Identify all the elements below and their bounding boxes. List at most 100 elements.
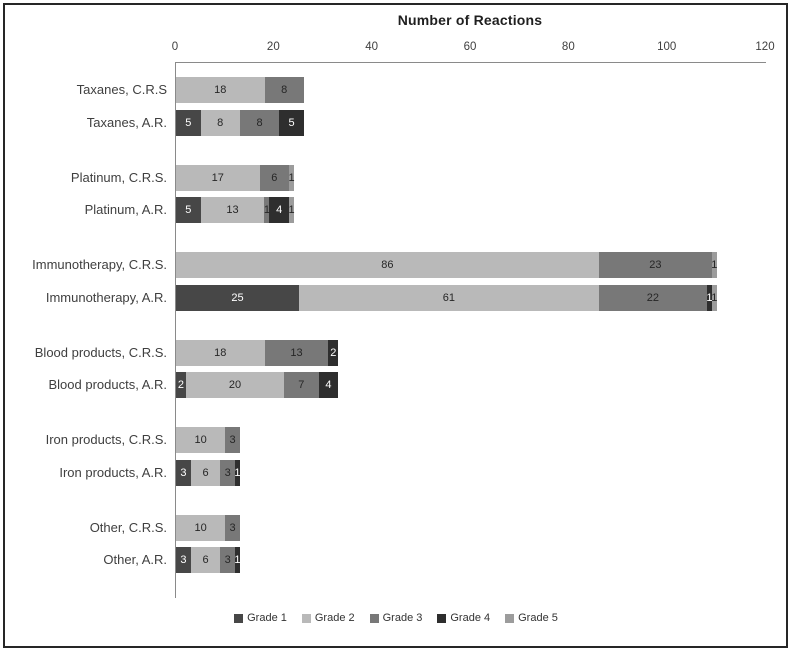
bar-segment: 23 xyxy=(598,252,712,278)
stacked-bar: 86 23 1 xyxy=(176,252,717,278)
category-label: Taxanes, A.R. xyxy=(86,114,167,130)
x-axis-tick-label: 0 xyxy=(171,41,179,53)
bar-segment: 17 xyxy=(176,164,260,191)
legend-item: Grade 3 xyxy=(369,612,423,624)
stacked-bar: 5 8 8 5 xyxy=(176,109,304,136)
stacked-bar: 18 8 xyxy=(176,77,304,103)
bar-segment: 8 xyxy=(264,77,304,103)
bar-segment: 18 xyxy=(176,339,265,366)
bar-segment: 2 xyxy=(328,339,339,366)
bar-value-label: 2 xyxy=(330,346,337,359)
legend-swatch-icon xyxy=(234,613,244,623)
stacked-bar: 18 13 2 xyxy=(176,339,339,366)
bar-segment: 10 xyxy=(176,514,226,541)
legend-label: Grade 4 xyxy=(450,612,491,624)
bar-segment: 5 xyxy=(176,109,201,136)
bar-value-label: 20 xyxy=(228,379,242,391)
bar-value-label: 4 xyxy=(325,379,332,391)
bar-value-label: 6 xyxy=(202,466,209,479)
bar-segment: 3 xyxy=(176,547,191,573)
category-label: Other, A.R. xyxy=(103,552,167,567)
bar-segment: 61 xyxy=(298,284,599,311)
bar-value-label: 5 xyxy=(185,204,192,216)
legend-label: Grade 5 xyxy=(518,612,558,624)
legend-label: Grade 1 xyxy=(247,612,287,624)
bar-value-label: 3 xyxy=(224,466,231,479)
x-axis-tick-label: 60 xyxy=(463,41,477,53)
bar-value-label: 6 xyxy=(271,171,278,184)
bar-segment: 4 xyxy=(269,197,290,223)
bar-value-label: 1 xyxy=(234,466,241,479)
bar-value-label: 61 xyxy=(442,291,455,304)
bar-segment: 86 xyxy=(176,252,599,278)
category-label: Taxanes, C.R.S xyxy=(76,82,167,97)
category-label: Blood products, C.R.S. xyxy=(34,344,167,360)
bar-value-label: 86 xyxy=(381,259,394,271)
bar-segment: 25 xyxy=(176,284,299,311)
bar-segment: 6 xyxy=(190,547,221,573)
bar-segment: 13 xyxy=(264,339,329,366)
bar-segment: 22 xyxy=(598,284,707,311)
stacked-bar: 2 20 7 4 xyxy=(176,372,339,398)
bar-value-label: 8 xyxy=(281,84,288,96)
bar-segment: 10 xyxy=(176,427,226,453)
bar-segment: 3 xyxy=(225,514,240,541)
bar-segment: 5 xyxy=(279,109,304,136)
bar-value-label: 17 xyxy=(211,171,224,184)
bar-segment: 1 xyxy=(288,164,295,191)
category-label: Immunotherapy, A.R. xyxy=(45,289,167,305)
bar-segment: 18 xyxy=(176,77,265,103)
x-axis-tick-label: 20 xyxy=(266,41,280,53)
chart-title: Number of Reactions xyxy=(397,12,543,28)
bar-segment: 20 xyxy=(185,372,285,398)
legend-item: Grade 5 xyxy=(505,612,558,624)
bar-segment: 3 xyxy=(220,547,235,573)
bar-value-label: 1 xyxy=(706,291,713,304)
bar-segment: 1 xyxy=(711,284,717,311)
bar-value-label: 18 xyxy=(214,346,227,359)
bar-value-label: 6 xyxy=(202,554,209,566)
bar-value-label: 8 xyxy=(217,116,224,129)
bar-segment: 1 xyxy=(711,252,718,278)
bar-segment: 6 xyxy=(259,164,290,191)
bar-value-label: 1 xyxy=(263,204,270,216)
bar-segment: 8 xyxy=(200,109,240,136)
category-label: Platinum, A.R. xyxy=(84,202,167,217)
bar-segment: 5 xyxy=(176,197,201,223)
bar-value-label: 3 xyxy=(224,554,231,566)
bar-value-label: 5 xyxy=(288,116,295,129)
bar-segment: 2 xyxy=(176,372,186,398)
bar-value-label: 1 xyxy=(234,554,241,566)
x-axis-tick-label: 120 xyxy=(755,41,775,53)
x-axis-tick-label: 40 xyxy=(365,41,379,53)
bar-value-label: 3 xyxy=(229,521,236,534)
legend-label: Grade 3 xyxy=(382,612,423,624)
stacked-bar: 5 13 1 4 1 xyxy=(176,197,295,223)
stacked-bar: 17 6 1 xyxy=(176,164,295,191)
stacked-bar: 10 3 xyxy=(176,427,240,453)
x-axis-line xyxy=(175,62,766,63)
bar-segment: 7 xyxy=(284,372,319,398)
legend-item: Grade 4 xyxy=(437,612,490,624)
stacked-bar: 10 3 xyxy=(176,514,240,541)
bar-value-label: 1 xyxy=(288,204,295,216)
bar-value-label: 5 xyxy=(185,116,192,129)
bar-value-label: 18 xyxy=(214,84,227,96)
category-label: Other, C.R.S. xyxy=(89,519,167,535)
category-label: Blood products, A.R. xyxy=(48,377,167,392)
bar-value-label: 10 xyxy=(194,521,207,534)
bar-segment: 1 xyxy=(288,197,295,223)
category-label: Immunotherapy, C.R.S. xyxy=(32,257,167,272)
legend-swatch-icon xyxy=(505,613,515,623)
bar-value-label: 3 xyxy=(180,554,187,566)
bar-segment: 6 xyxy=(190,459,221,486)
legend-swatch-icon xyxy=(437,613,447,623)
bar-value-label: 1 xyxy=(711,259,718,271)
bar-value-label: 2 xyxy=(177,379,184,391)
bar-value-label: 3 xyxy=(180,466,187,479)
legend-item: Grade 1 xyxy=(234,612,287,624)
category-label: Iron products, A.R. xyxy=(59,464,167,480)
